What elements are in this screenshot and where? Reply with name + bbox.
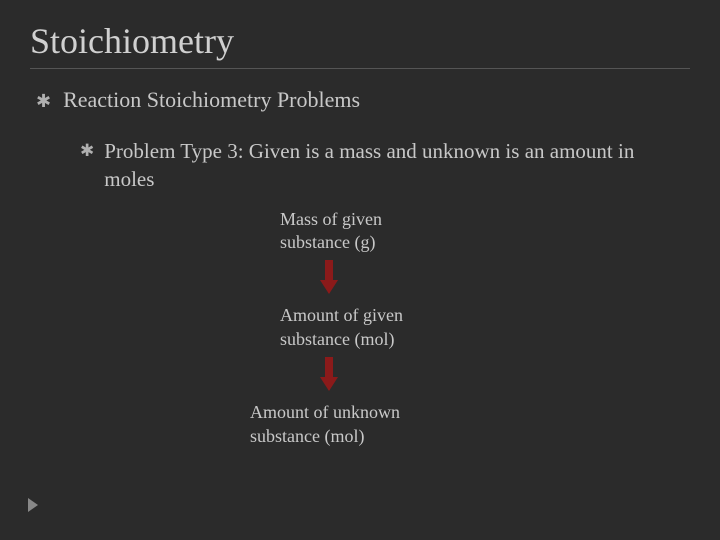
- slide-container: Stoichiometry ✱ Reaction Stoichiometry P…: [0, 0, 720, 474]
- bullet-icon-level2: ✱: [80, 140, 94, 163]
- flow-diagram: Mass of given substance (g) Amount of gi…: [280, 208, 690, 448]
- flow-step-1: Mass of given substance (g): [280, 208, 690, 255]
- flow-step-3-line2: substance (mol): [250, 426, 364, 446]
- flow-step-1-line2: substance (g): [280, 232, 375, 252]
- arrow-2: [320, 357, 690, 391]
- flow-step-1-line1: Mass of given: [280, 209, 382, 229]
- flow-step-2-line1: Amount of given: [280, 305, 403, 325]
- down-arrow-icon: [320, 357, 338, 391]
- bullet-level1: ✱ Reaction Stoichiometry Problems: [36, 87, 690, 113]
- flow-step-3-line1: Amount of unknown: [250, 402, 400, 422]
- level2-text: Problem Type 3: Given is a mass and unkn…: [104, 137, 640, 194]
- flow-step-2: Amount of given substance (mol): [280, 304, 690, 351]
- bullet-icon-level1: ✱: [36, 91, 51, 112]
- bullet-level2: ✱ Problem Type 3: Given is a mass and un…: [80, 137, 640, 194]
- slide-title: Stoichiometry: [30, 20, 690, 62]
- down-arrow-icon: [320, 260, 338, 294]
- flow-step-2-line2: substance (mol): [280, 329, 394, 349]
- corner-marker-icon: [28, 498, 38, 512]
- level1-text: Reaction Stoichiometry Problems: [63, 87, 360, 113]
- title-divider: [30, 68, 690, 69]
- arrow-1: [320, 260, 690, 294]
- flow-step-3: Amount of unknown substance (mol): [250, 401, 690, 448]
